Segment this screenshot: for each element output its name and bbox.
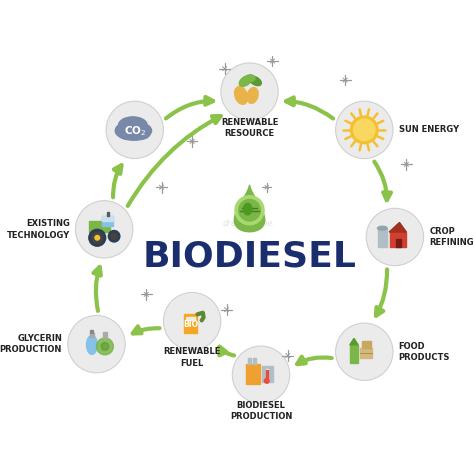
Circle shape	[75, 201, 133, 258]
Circle shape	[235, 196, 264, 225]
FancyBboxPatch shape	[248, 358, 251, 365]
Text: SUN ENERGY: SUN ENERGY	[399, 126, 459, 134]
Text: dreamstime.: dreamstime.	[223, 219, 276, 228]
Circle shape	[239, 200, 260, 221]
Circle shape	[97, 338, 113, 355]
Text: RENEWABLE
RESOURCE: RENEWABLE RESOURCE	[221, 118, 278, 138]
FancyBboxPatch shape	[90, 333, 94, 337]
FancyBboxPatch shape	[390, 232, 406, 246]
Circle shape	[336, 323, 393, 381]
Text: FOOD
PRODUCTS: FOOD PRODUCTS	[399, 342, 450, 362]
FancyBboxPatch shape	[253, 358, 256, 365]
Circle shape	[95, 236, 100, 240]
Circle shape	[164, 292, 221, 350]
FancyBboxPatch shape	[107, 212, 109, 216]
Ellipse shape	[249, 76, 261, 86]
Circle shape	[351, 116, 378, 144]
Circle shape	[221, 63, 278, 120]
Polygon shape	[234, 185, 265, 232]
Circle shape	[92, 232, 102, 243]
Ellipse shape	[133, 124, 152, 137]
FancyBboxPatch shape	[102, 216, 113, 221]
FancyBboxPatch shape	[103, 332, 107, 338]
Ellipse shape	[244, 203, 252, 215]
Text: EXISTING
TECHNOLOGY: EXISTING TECHNOLOGY	[7, 219, 70, 239]
Text: GLYCERIN
PRODUCTION: GLYCERIN PRODUCTION	[0, 334, 62, 355]
Text: BIODIESEL: BIODIESEL	[143, 239, 356, 273]
Circle shape	[89, 229, 106, 246]
Text: CO$_2$: CO$_2$	[124, 125, 146, 138]
Circle shape	[366, 208, 424, 266]
Text: RENEWABLE
FUEL: RENEWABLE FUEL	[164, 347, 221, 368]
Polygon shape	[389, 222, 406, 232]
Circle shape	[106, 101, 164, 159]
FancyBboxPatch shape	[186, 317, 195, 320]
Ellipse shape	[247, 88, 258, 103]
FancyBboxPatch shape	[262, 366, 273, 383]
FancyBboxPatch shape	[396, 239, 401, 246]
Ellipse shape	[235, 87, 247, 104]
Ellipse shape	[101, 343, 109, 350]
Circle shape	[264, 379, 269, 383]
FancyBboxPatch shape	[184, 314, 198, 333]
Ellipse shape	[239, 75, 252, 86]
Ellipse shape	[118, 129, 150, 140]
Polygon shape	[350, 338, 358, 345]
FancyBboxPatch shape	[102, 216, 113, 226]
Circle shape	[336, 101, 393, 159]
FancyBboxPatch shape	[378, 228, 387, 246]
FancyBboxPatch shape	[91, 330, 93, 333]
Ellipse shape	[118, 117, 147, 134]
Text: BIO: BIO	[183, 320, 199, 329]
Circle shape	[109, 230, 120, 242]
FancyBboxPatch shape	[360, 348, 372, 357]
Text: CROP
REFINING: CROP REFINING	[429, 227, 474, 247]
FancyBboxPatch shape	[246, 365, 260, 384]
Ellipse shape	[87, 335, 97, 355]
Text: BIODIESEL
PRODUCTION: BIODIESEL PRODUCTION	[230, 401, 292, 421]
Ellipse shape	[115, 123, 135, 138]
Circle shape	[111, 233, 117, 239]
Circle shape	[68, 315, 125, 373]
Circle shape	[232, 346, 290, 403]
FancyBboxPatch shape	[265, 369, 268, 382]
Ellipse shape	[377, 226, 387, 230]
FancyBboxPatch shape	[363, 341, 371, 348]
FancyBboxPatch shape	[350, 345, 358, 363]
Circle shape	[354, 119, 375, 141]
Ellipse shape	[246, 75, 255, 82]
FancyBboxPatch shape	[89, 221, 110, 232]
